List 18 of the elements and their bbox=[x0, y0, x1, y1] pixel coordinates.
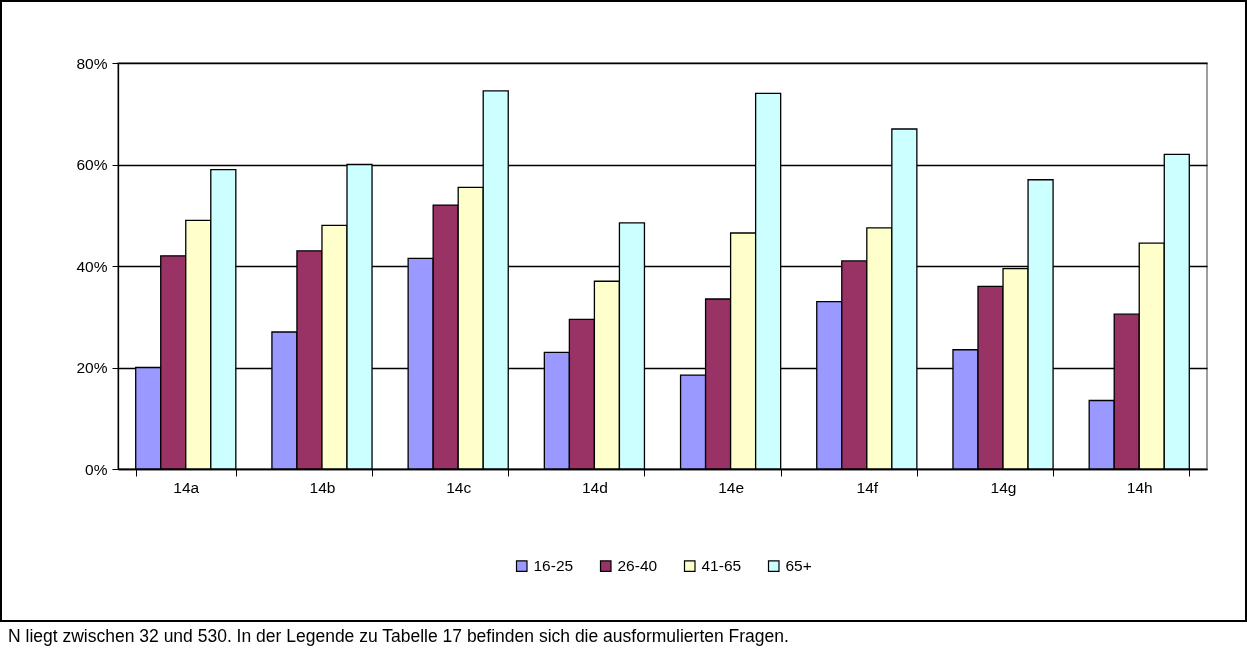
legend-label: 26-40 bbox=[617, 557, 658, 575]
x-tick-label: 14e bbox=[718, 478, 745, 496]
x-tick-label: 14h bbox=[1126, 478, 1153, 496]
y-tick-label: 0% bbox=[85, 460, 108, 478]
legend-label: 16-25 bbox=[533, 557, 574, 575]
y-tick-label: 40% bbox=[76, 257, 108, 275]
y-tick-label: 20% bbox=[76, 359, 108, 376]
x-tick-label: 14g bbox=[990, 478, 1017, 496]
x-tick-label: 14d bbox=[581, 478, 608, 496]
x-tick-label: 14f bbox=[856, 478, 879, 496]
x-tick-label: 14a bbox=[173, 478, 200, 496]
x-tick-label: 14c bbox=[446, 478, 472, 496]
text: N liegt zwischen 32 und 530. In der Legende zu Tabelle 17 befinden sich die ausformulierten Fragen. bbox=[8, 626, 789, 647]
legend-label: 65+ bbox=[785, 557, 812, 575]
y-tick-label: 80% bbox=[76, 54, 108, 72]
x-tick-label: 14b bbox=[309, 478, 336, 496]
legend-label: 41-65 bbox=[701, 557, 742, 575]
y-tick-label: 60% bbox=[76, 156, 108, 173]
